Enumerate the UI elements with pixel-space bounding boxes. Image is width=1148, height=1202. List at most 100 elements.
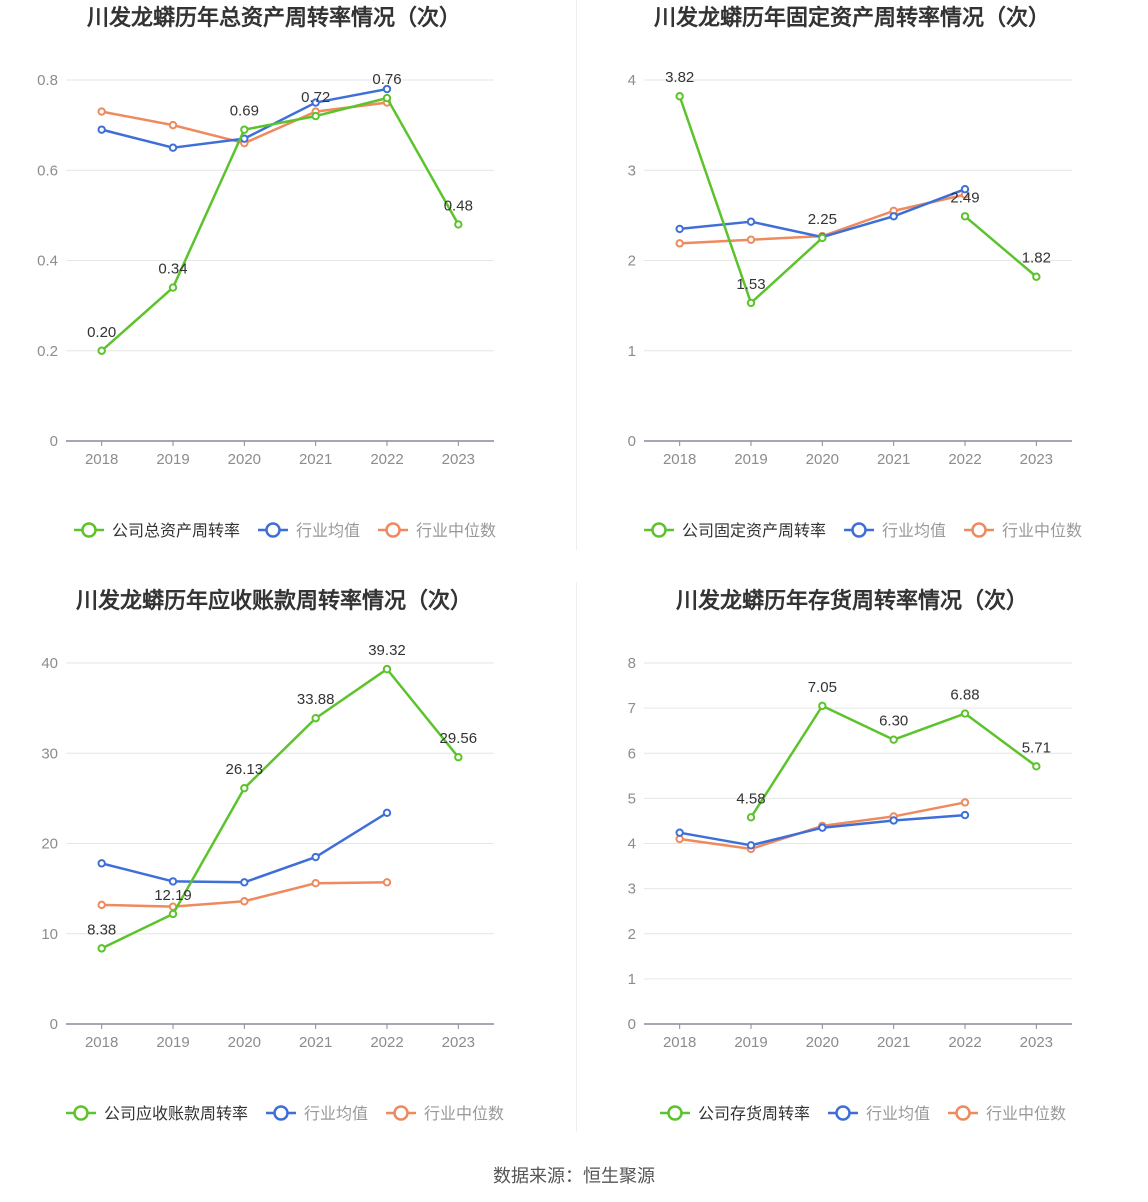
- point-median-2019[interactable]: [746, 235, 756, 244]
- point-avg-2018[interactable]: [675, 828, 684, 837]
- x-tick-label: 2019: [156, 451, 189, 468]
- legend-item-median[interactable]: 行业中位数: [964, 522, 1082, 540]
- series-company: 4.58 7.05 6.30 6.88 5.71: [736, 679, 1051, 822]
- panel-divider-bottom: [576, 582, 577, 1132]
- x-tick-label: 2022: [948, 1034, 981, 1051]
- point-company-2023[interactable]: [1032, 272, 1041, 281]
- point-company-2023[interactable]: [1032, 762, 1041, 771]
- point-median-2018[interactable]: [97, 107, 106, 116]
- point-avg-2021[interactable]: [889, 816, 898, 825]
- legend-marker: [971, 522, 987, 538]
- point-median-2022[interactable]: [960, 798, 970, 807]
- series-line-company: [964, 215, 1038, 278]
- point-avg-2022[interactable]: [382, 84, 392, 94]
- point-avg-2022[interactable]: [382, 808, 392, 818]
- data-label-2020: 26.13: [226, 761, 264, 778]
- x-tick-label: 2021: [877, 451, 910, 468]
- data-label-2019: 1.53: [736, 276, 765, 293]
- data-label-2019: 12.19: [154, 887, 192, 904]
- chart-title: 川发龙蟒历年总资产周转率情况（次）: [86, 5, 461, 30]
- point-avg-2019[interactable]: [168, 877, 178, 886]
- point-avg-2021[interactable]: [311, 852, 320, 862]
- point-company-2022[interactable]: [960, 212, 970, 221]
- point-avg-2019[interactable]: [746, 841, 756, 850]
- point-company-2022[interactable]: [960, 709, 970, 718]
- legend-item-company[interactable]: 公司总资产周转率: [73, 522, 240, 540]
- point-company-2018[interactable]: [675, 92, 684, 101]
- point-avg-2020[interactable]: [240, 878, 249, 887]
- data-label-2023: 5.71: [1022, 739, 1051, 756]
- legend-item-avg[interactable]: 行业均值: [827, 1105, 930, 1123]
- point-median-2018[interactable]: [97, 900, 106, 910]
- point-avg-2019[interactable]: [746, 217, 756, 226]
- point-avg-2018[interactable]: [675, 224, 684, 234]
- point-median-2022[interactable]: [382, 878, 392, 887]
- point-company-2021[interactable]: [311, 111, 320, 121]
- x-tick-label: 2019: [156, 1034, 189, 1051]
- point-company-2019[interactable]: [168, 283, 178, 292]
- legend-item-avg[interactable]: 行业均值: [257, 522, 360, 540]
- point-company-2020[interactable]: [818, 233, 827, 243]
- legend-item-median[interactable]: 行业中位数: [948, 1105, 1066, 1123]
- point-avg-2022[interactable]: [960, 185, 970, 194]
- point-company-2019[interactable]: [746, 298, 756, 308]
- legend-marker: [851, 522, 867, 538]
- y-tick-label: 0.6: [37, 162, 58, 179]
- chart-svg: 川发龙蟒历年总资产周转率情况（次） 0 0.2 0.4 0.6 0.8 2018 2019 20…: [37, 5, 496, 540]
- x-tick-label: 2023: [1020, 451, 1053, 468]
- point-median-2020[interactable]: [240, 897, 249, 906]
- chart-title: 川发龙蟒历年固定资产周转率情况（次）: [653, 5, 1050, 30]
- point-avg-2022[interactable]: [960, 810, 970, 820]
- y-tick-label: 20: [41, 836, 58, 853]
- point-company-2021[interactable]: [311, 714, 320, 723]
- legend-item-company[interactable]: 公司存货周转率: [659, 1105, 810, 1123]
- data-label-2021: 0.72: [301, 89, 330, 106]
- legend-marker: [385, 522, 401, 538]
- point-company-2019[interactable]: [168, 909, 178, 919]
- y-tick-label: 4: [628, 836, 636, 853]
- point-company-2022[interactable]: [382, 93, 392, 103]
- legend-item-median[interactable]: 行业中位数: [378, 522, 496, 540]
- legend-item-company[interactable]: 公司固定资产周转率: [643, 522, 826, 540]
- point-company-2023[interactable]: [454, 753, 463, 762]
- y-tick-label: 2: [628, 253, 636, 270]
- legend: 公司应收账款周转率 行业均值 行业中位数: [65, 1104, 504, 1123]
- x-tick-label: 2018: [85, 1034, 118, 1051]
- point-company-2020[interactable]: [240, 125, 249, 134]
- y-tick-label: 2: [628, 926, 636, 943]
- point-median-2018[interactable]: [675, 239, 684, 248]
- point-avg-2018[interactable]: [97, 859, 106, 868]
- x-tick-label: 2020: [806, 451, 839, 468]
- point-avg-2021[interactable]: [311, 98, 320, 107]
- point-company-2018[interactable]: [97, 944, 106, 953]
- series-company: 3.82 1.53 2.25 2.49 1.82: [665, 69, 1051, 308]
- y-tick-label: 8: [628, 655, 636, 672]
- data-label-2020: 7.05: [808, 679, 837, 696]
- point-median-2021[interactable]: [311, 879, 320, 888]
- legend-item-company[interactable]: 公司应收账款周转率: [65, 1104, 248, 1123]
- point-company-2020[interactable]: [240, 783, 249, 793]
- point-median-2019[interactable]: [168, 120, 178, 130]
- point-avg-2021[interactable]: [889, 212, 898, 221]
- point-avg-2019[interactable]: [168, 143, 178, 152]
- y-tick-label: 1: [628, 343, 636, 360]
- point-company-2022[interactable]: [382, 664, 392, 674]
- x-tick-label: 2021: [877, 1034, 910, 1051]
- legend-item-avg[interactable]: 行业均值: [265, 1105, 368, 1123]
- point-company-2021[interactable]: [889, 735, 898, 744]
- legend-marker: [667, 1105, 683, 1121]
- data-label-2021: 6.30: [879, 713, 908, 730]
- point-company-2019[interactable]: [746, 813, 756, 822]
- point-company-2018[interactable]: [97, 346, 106, 355]
- data-label-2021: 33.88: [297, 691, 335, 708]
- point-company-2020[interactable]: [818, 701, 827, 711]
- legend: 公司固定资产周转率 行业均值 行业中位数: [643, 522, 1082, 540]
- series-line-avg: [101, 811, 388, 884]
- legend-item-avg[interactable]: 行业均值: [843, 522, 946, 540]
- legend-item-median[interactable]: 行业中位数: [386, 1105, 504, 1123]
- y-tick-label: 10: [41, 926, 58, 943]
- point-company-2023[interactable]: [454, 220, 463, 229]
- point-avg-2018[interactable]: [97, 125, 106, 134]
- point-avg-2020[interactable]: [818, 823, 827, 832]
- data-source-label: 数据来源：恒生聚源: [493, 1166, 655, 1186]
